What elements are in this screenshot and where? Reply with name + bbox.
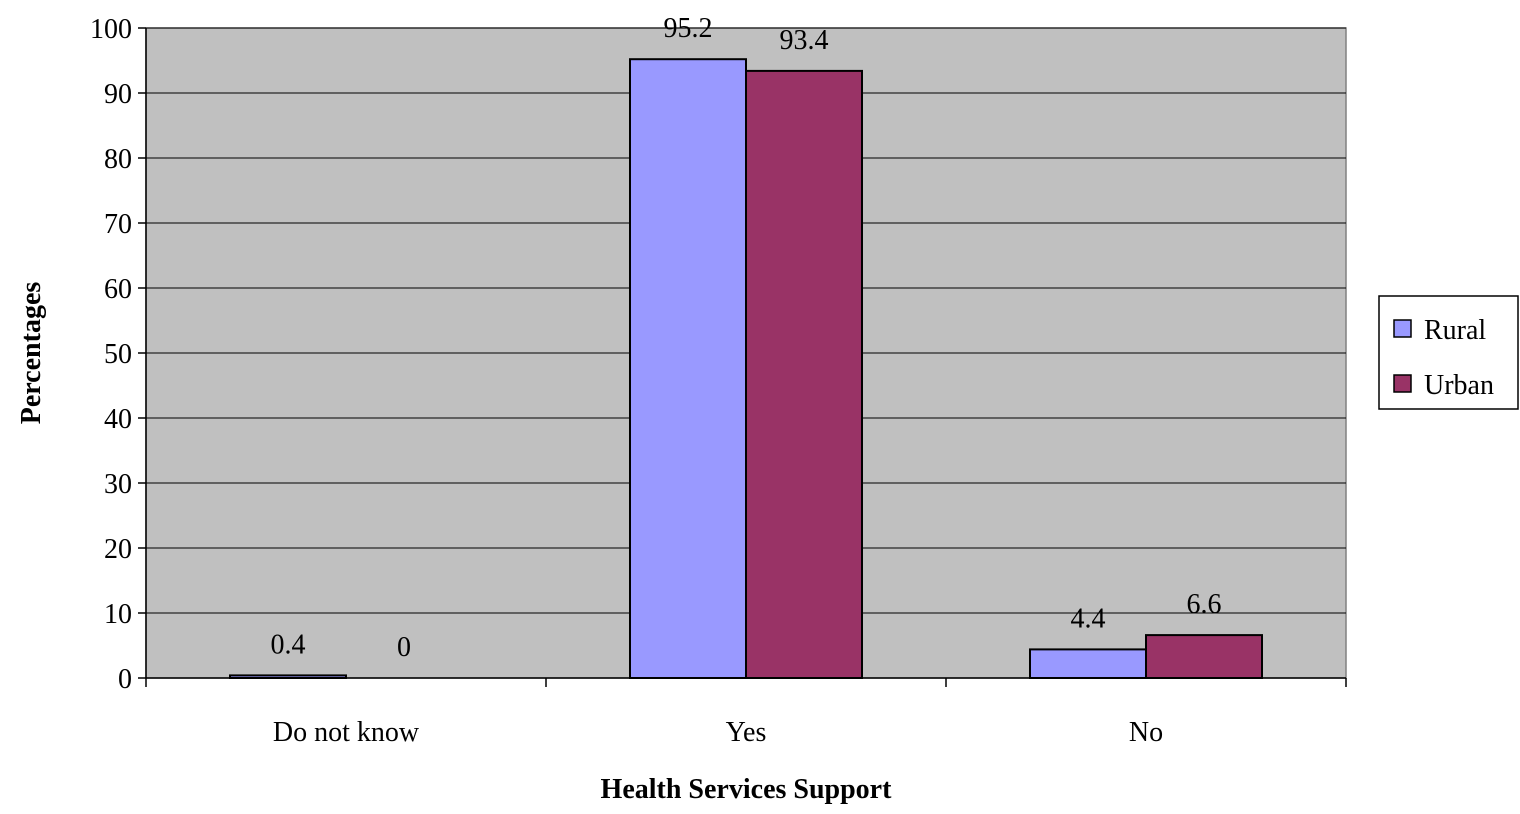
x-category-label: Yes: [726, 717, 767, 748]
data-label: 4.4: [1071, 603, 1106, 634]
y-tick-label: 90: [104, 79, 132, 110]
y-tick-label: 60: [104, 274, 132, 305]
y-tick-labels: 0 10 20 30 40 50 60 70 80 90 100: [90, 14, 132, 695]
legend: Rural Urban: [1378, 295, 1519, 410]
bar-urban-1: [745, 69, 863, 679]
y-tick-label: 80: [104, 144, 132, 175]
data-labels: 0.4 0 95.2 93.4 4.4 6.6: [271, 13, 1222, 663]
y-tick-label: 70: [104, 209, 132, 240]
bar-rural-1: [629, 58, 747, 679]
bar-urban-2: [1145, 634, 1263, 679]
y-tick-label: 0: [118, 664, 132, 695]
y-tick-label: 10: [104, 599, 132, 630]
data-label: 95.2: [664, 13, 713, 44]
y-tick-label: 40: [104, 404, 132, 435]
y-axis-title: Percentages: [16, 282, 47, 425]
x-axis-title: Health Services Support: [601, 774, 893, 805]
data-label: 93.4: [780, 25, 829, 56]
bar-rural-2: [1029, 648, 1147, 680]
legend-swatch-urban: [1393, 374, 1412, 393]
legend-swatch-rural: [1393, 319, 1412, 338]
data-label: 6.6: [1187, 589, 1222, 620]
x-category-label: No: [1129, 717, 1163, 748]
y-tick-label: 20: [104, 534, 132, 565]
y-tick-label: 100: [90, 14, 132, 45]
axes: [138, 27, 1347, 687]
x-category-labels: Do not know Yes No: [273, 717, 1163, 748]
legend-label-rural: Rural: [1424, 315, 1486, 346]
data-label: 0: [397, 632, 411, 663]
legend-label-urban: Urban: [1424, 370, 1494, 401]
bars: [229, 58, 1263, 680]
data-label: 0.4: [271, 629, 306, 660]
y-tick-label: 50: [104, 339, 132, 370]
x-category-label: Do not know: [273, 717, 420, 748]
y-tick-label: 30: [104, 469, 132, 500]
